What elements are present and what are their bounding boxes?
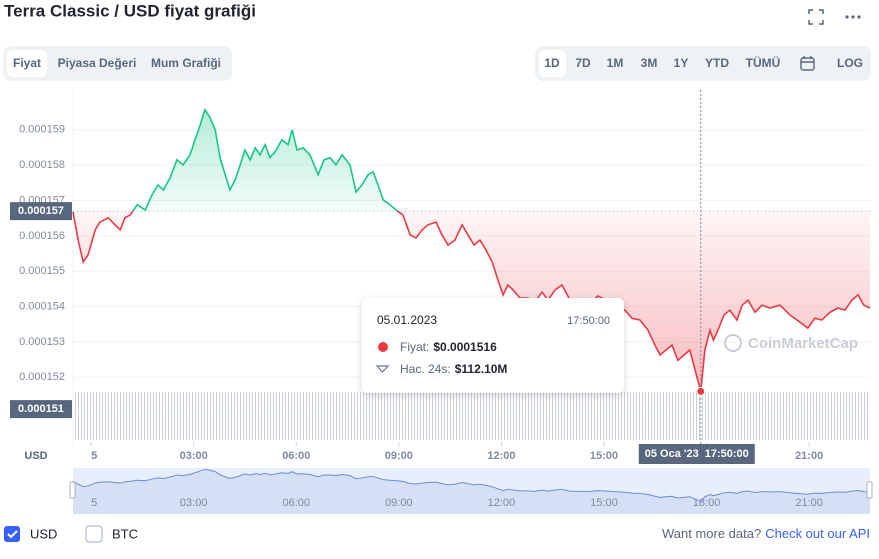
currency-label: USD <box>30 526 57 541</box>
tooltip-volume-icon <box>375 365 390 374</box>
footer-text: Want more data? <box>662 526 761 541</box>
tab-group <box>3 46 232 81</box>
x-tick-label: 09:00 <box>385 450 413 462</box>
tooltip-volume-name: Hac. 24s: <box>400 362 451 376</box>
checkbox[interactable] <box>85 525 103 543</box>
x-tick-label: 03:00 <box>180 450 208 462</box>
pointer-label: 0.000151 <box>18 403 64 415</box>
footer: Want more data? Check out our API <box>662 526 870 541</box>
pointer-box <box>10 400 72 419</box>
x-tick-label: 5 <box>91 450 97 462</box>
range-button[interactable]: 1D <box>544 56 560 70</box>
volume-bars <box>73 392 870 440</box>
x-tick-label: 15:00 <box>590 450 618 462</box>
x-tick-label: 21:00 <box>795 450 823 462</box>
tooltip-price-name: Fiyat: <box>400 340 429 354</box>
log-button[interactable]: LOG <box>837 56 863 70</box>
tooltip: 05.01.2023 17:50:00 Fiyat: $0.0001516 Hac. 2… <box>362 298 624 393</box>
y-tick-label: 0.000154 <box>19 300 65 312</box>
navigator-tick-label: 21:00 <box>795 497 823 509</box>
navigator-tick-label: 15:00 <box>590 497 618 509</box>
y-tick-label: 0.000158 <box>19 159 65 171</box>
navigator-handle[interactable] <box>69 481 76 499</box>
y-axis-label: USD <box>24 450 47 462</box>
more-icon[interactable] <box>845 15 861 19</box>
checkbox-checked[interactable] <box>4 526 20 542</box>
watermark: CoinMarketCap <box>748 335 858 352</box>
tab[interactable]: Fiyat <box>13 56 41 70</box>
x-tick-label: 06:00 <box>282 450 310 462</box>
y-tick-label: 0.000159 <box>19 124 65 136</box>
calendar-icon[interactable] <box>800 56 815 71</box>
range-button[interactable]: TÜMÜ <box>746 55 781 70</box>
y-tick-label: 0.000152 <box>19 371 65 383</box>
chart-title: Terra Classic / USD fiyat grafiği <box>4 1 256 20</box>
tooltip-volume-value: $112.10M <box>455 362 508 376</box>
navigator-tick-label: 09:00 <box>385 497 413 509</box>
navigator-tick-label: 5 <box>91 497 97 509</box>
range-button[interactable]: 7D <box>575 56 591 70</box>
tooltip-date: 05.01.2023 <box>377 313 437 327</box>
watermark-logo <box>724 334 742 352</box>
x-tick-label: 12:00 <box>487 450 515 462</box>
baseline-box <box>10 202 72 221</box>
fullscreen-icon[interactable] <box>808 9 824 25</box>
tooltip-dot <box>378 342 388 352</box>
navigator-tick-label: 18:00 <box>693 497 721 509</box>
baseline-label: 0.000157 <box>18 205 64 217</box>
hover-dot <box>696 386 706 396</box>
tooltip-price-value: $0.0001516 <box>433 340 497 354</box>
range-active <box>539 50 566 77</box>
navigator-handle[interactable] <box>866 481 873 499</box>
tooltip-price: Fiyat: $0.0001516 <box>400 340 497 354</box>
footer-link[interactable]: Check out our API <box>765 526 870 541</box>
tooltip-box <box>362 298 624 393</box>
range-group <box>535 46 871 81</box>
price-line <box>72 107 871 392</box>
y-tick-label: 0.000155 <box>19 265 65 277</box>
navigator-area <box>73 469 870 514</box>
crosshair-date: 05 Oca '23 <box>645 448 699 460</box>
y-tick-label: 0.000153 <box>19 336 65 348</box>
tab[interactable]: Piyasa Değeri <box>58 56 137 70</box>
navigator-tick-label: 12:00 <box>488 497 516 509</box>
range-button[interactable]: 3M <box>641 56 658 70</box>
range-button[interactable]: 1Y <box>674 56 689 70</box>
price-area <box>73 109 870 392</box>
range-button[interactable]: 1M <box>607 56 624 70</box>
crosshair-time: 17:50:00 <box>705 448 749 460</box>
tab-active <box>7 50 47 77</box>
navigator-line <box>72 468 871 503</box>
tooltip-time: 17:50:00 <box>567 315 610 327</box>
y-tick-label: 0.000156 <box>19 230 65 242</box>
tab[interactable]: Mum Grafiği <box>151 56 221 70</box>
currency-label: BTC <box>112 526 138 541</box>
tooltip-volume: Hac. 24s: $112.10M <box>400 362 507 376</box>
crosshair-box <box>638 444 755 464</box>
check-mark <box>7 530 18 539</box>
range-button[interactable]: YTD <box>705 56 729 70</box>
navigator-tick-label: 03:00 <box>180 497 208 509</box>
navigator[interactable] <box>73 468 870 514</box>
navigator-tick-label: 06:00 <box>283 497 311 509</box>
